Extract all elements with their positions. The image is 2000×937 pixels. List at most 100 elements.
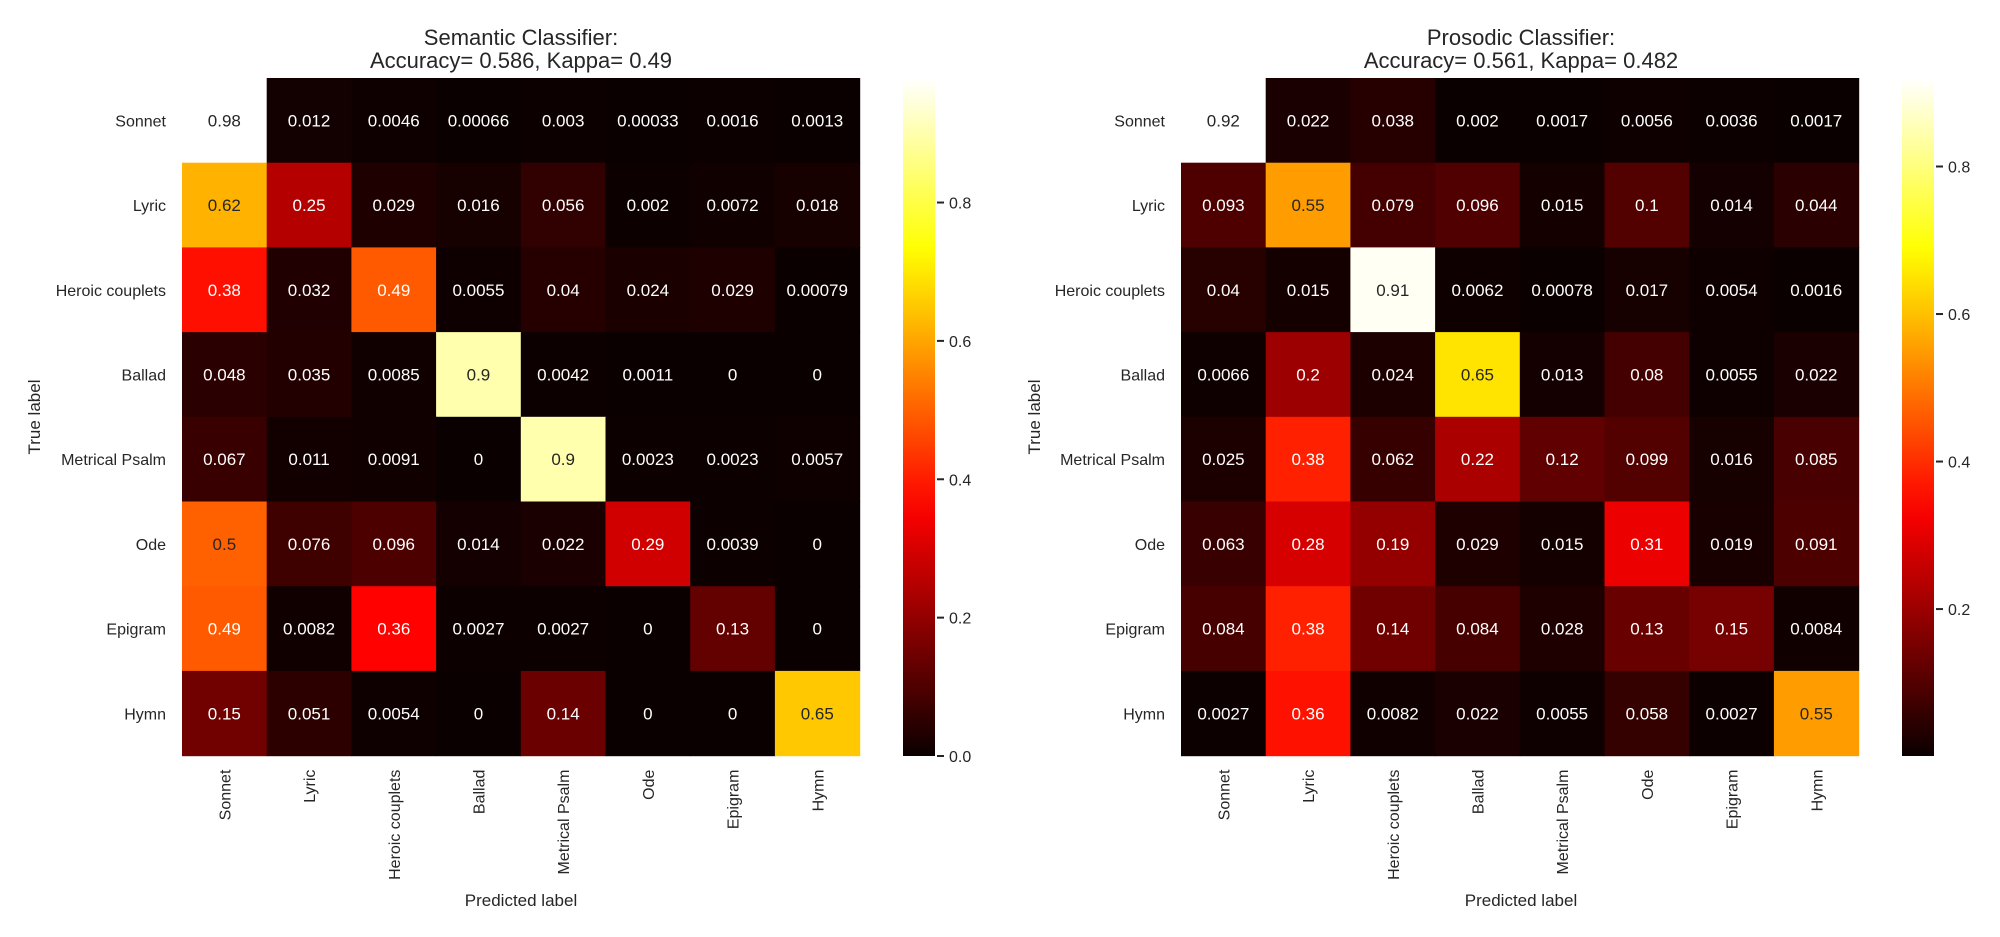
cell-value-label: 0.00078 xyxy=(1531,281,1592,300)
cell-value-label: 0.04 xyxy=(1207,281,1240,300)
heatmap-cell xyxy=(1519,586,1606,672)
cell-value-label: 0.093 xyxy=(1202,196,1245,215)
cell-value-label: 0.0027 xyxy=(1706,704,1758,723)
cell-value-label: 0.0084 xyxy=(1790,620,1842,639)
y-tick-label: Sonnet xyxy=(1114,113,1165,130)
cell-value-label: 0.014 xyxy=(1710,196,1753,215)
cell-value-label: 0.029 xyxy=(372,196,415,215)
chart-subtitle: Accuracy= 0.586, Kappa= 0.49 xyxy=(370,48,672,73)
heatmap-cell xyxy=(1773,78,1860,164)
cell-value-label: 0.13 xyxy=(716,620,749,639)
x-tick-label: Lyric xyxy=(302,770,319,803)
cell-value-label: 0 xyxy=(813,365,822,384)
heatmap-cell xyxy=(690,78,776,164)
cell-value-label: 0.099 xyxy=(1626,450,1669,469)
x-tick-label: Ode xyxy=(1640,770,1657,800)
cell-value-label: 0.00079 xyxy=(787,281,848,300)
heatmap-cell xyxy=(690,416,776,503)
heatmap-cell xyxy=(182,162,268,248)
heatmap-cell xyxy=(1181,670,1267,757)
heatmap-cell xyxy=(1604,332,1690,418)
cell-value-label: 0.084 xyxy=(1456,620,1499,639)
cell-value-label: 0.016 xyxy=(1710,450,1753,469)
colorbar-tick-label: 0.6 xyxy=(949,334,971,351)
heatmap-cell xyxy=(1689,332,1775,418)
heatmap-cell xyxy=(1181,416,1267,503)
y-tick-label: Lyric xyxy=(133,198,166,215)
cell-value-label: 0.49 xyxy=(377,281,410,300)
cell-value-label: 0 xyxy=(813,620,822,639)
heatmap-cell xyxy=(1181,501,1267,587)
cell-value-label: 0.0042 xyxy=(537,365,589,384)
y-tick-label: Ballad xyxy=(122,367,166,384)
heatmap-cells: 0.98 0.012 0.0046 0.00066 0.003 0.00033 0.0016… xyxy=(182,78,861,757)
heatmap-cell xyxy=(1689,670,1775,757)
cell-value-label: 0.085 xyxy=(1795,450,1838,469)
heatmap-cell xyxy=(1350,501,1436,587)
heatmap-cell xyxy=(605,78,691,164)
heatmap-cell xyxy=(774,332,861,418)
cell-value-label: 0.08 xyxy=(1630,365,1663,384)
heatmap-cell xyxy=(1604,670,1690,757)
heatmap-cell xyxy=(436,586,522,672)
cell-value-label: 0.035 xyxy=(288,365,331,384)
heatmap-cell xyxy=(690,332,776,418)
heatmap-cell xyxy=(1519,501,1606,587)
cell-value-label: 0.0082 xyxy=(1367,704,1419,723)
colorbar-tick-label: 0.4 xyxy=(1948,455,1970,472)
heatmap-cell xyxy=(1519,247,1606,333)
cell-value-label: 0.0055 xyxy=(1536,704,1588,723)
heatmap-cell xyxy=(520,78,607,164)
cell-value-label: 0.55 xyxy=(1800,704,1833,723)
heatmap-cell xyxy=(774,416,861,503)
heatmap-cell xyxy=(690,162,776,248)
heatmap-cell xyxy=(1350,78,1436,164)
heatmap-cell xyxy=(1689,78,1775,164)
cell-value-label: 0.062 xyxy=(1371,450,1414,469)
cell-value-label: 0.029 xyxy=(1456,535,1499,554)
heatmap-cell xyxy=(605,416,691,503)
cell-value-label: 0.25 xyxy=(293,196,326,215)
cell-value-label: 0.9 xyxy=(467,365,491,384)
x-tick-label: Heroic couplets xyxy=(387,770,404,880)
heatmap-cell xyxy=(1435,586,1521,672)
cell-value-label: 0.051 xyxy=(288,704,331,723)
cell-value-label: 0.015 xyxy=(1541,535,1584,554)
x-tick-label: Hymn xyxy=(810,770,827,812)
cell-value-label: 0.024 xyxy=(627,281,670,300)
cell-value-label: 0.028 xyxy=(1541,620,1584,639)
cell-value-label: 0.022 xyxy=(1287,111,1330,130)
cell-value-label: 0.084 xyxy=(1202,620,1245,639)
cell-value-label: 0.62 xyxy=(208,196,241,215)
heatmap-cell xyxy=(266,332,352,418)
cell-value-label: 0.019 xyxy=(1710,535,1753,554)
cell-value-label: 0.076 xyxy=(288,535,331,554)
cell-value-label: 0.1 xyxy=(1635,196,1659,215)
heatmap-cell xyxy=(1689,586,1775,672)
y-tick-label: Ode xyxy=(1135,537,1165,554)
cell-value-label: 0.0066 xyxy=(1197,365,1249,384)
y-tick-label: Metrical Psalm xyxy=(1060,452,1165,469)
heatmap-cell xyxy=(1350,162,1436,248)
cell-value-label: 0.14 xyxy=(547,704,580,723)
y-tick-label: Heroic couplets xyxy=(56,283,166,300)
cell-value-label: 0.04 xyxy=(547,281,580,300)
cell-value-label: 0.0055 xyxy=(1706,365,1758,384)
x-tick-label: Lyric xyxy=(1301,770,1318,803)
heatmap-cell xyxy=(1181,78,1267,164)
heatmap-cell xyxy=(1181,332,1267,418)
heatmap-cell xyxy=(1265,586,1351,672)
heatmap-cell xyxy=(1519,78,1606,164)
heatmap-cell xyxy=(774,247,861,333)
cell-value-label: 0.55 xyxy=(1292,196,1325,215)
heatmap-cell xyxy=(182,501,268,587)
y-tick-label: Sonnet xyxy=(115,113,166,130)
chart-subtitle: Accuracy= 0.561, Kappa= 0.482 xyxy=(1364,48,1678,73)
cell-value-label: 0.002 xyxy=(627,196,670,215)
cell-value-label: 0.0011 xyxy=(622,365,673,384)
cell-value-label: 0.49 xyxy=(208,620,241,639)
heatmap-cell xyxy=(1604,416,1690,503)
heatmap-cell xyxy=(436,501,522,587)
heatmap-cell xyxy=(1604,247,1690,333)
